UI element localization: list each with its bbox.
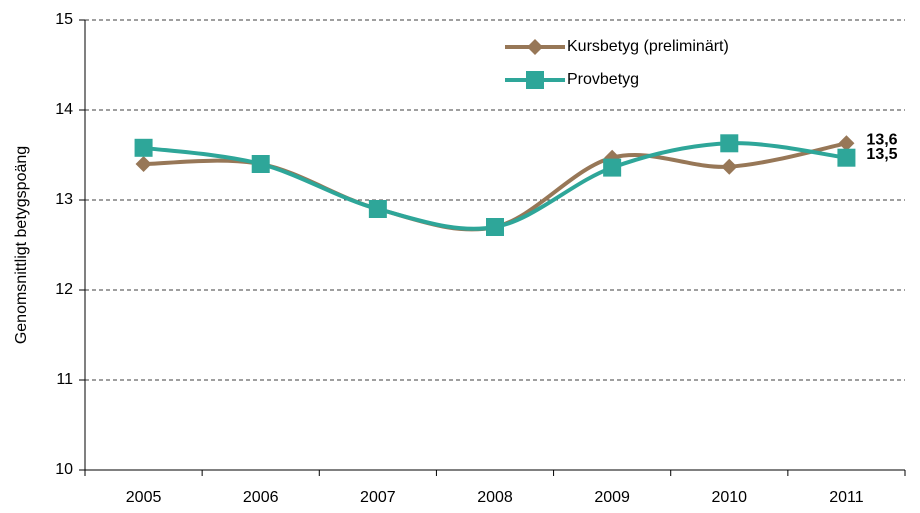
legend-marker xyxy=(527,39,543,55)
marker xyxy=(486,218,504,236)
y-tick-label: 14 xyxy=(55,101,73,118)
y-axis-label: Genomsnittligt betygspoäng xyxy=(13,146,30,344)
x-tick-label: 2006 xyxy=(243,489,279,506)
x-tick-label: 2010 xyxy=(711,489,747,506)
marker xyxy=(837,148,856,167)
marker xyxy=(251,155,270,173)
series-line xyxy=(143,141,847,232)
marker xyxy=(368,200,387,218)
y-tick-label: 11 xyxy=(56,371,73,388)
marker xyxy=(135,156,152,172)
x-tick-label: 2008 xyxy=(477,489,513,506)
data-label: 13,6 xyxy=(866,132,897,149)
y-tick-label: 10 xyxy=(55,461,73,478)
marker xyxy=(838,135,855,152)
x-tick-label: 2009 xyxy=(594,489,630,506)
x-tick-label: 2007 xyxy=(360,489,396,506)
y-tick-label: 12 xyxy=(55,281,73,298)
x-tick-label: 2005 xyxy=(126,489,162,506)
marker xyxy=(720,134,739,153)
marker xyxy=(134,138,153,157)
legend-marker xyxy=(526,71,544,89)
data-label: 13,5 xyxy=(866,146,897,163)
y-tick-label: 15 xyxy=(55,11,73,28)
y-tick-label: 13 xyxy=(55,191,73,208)
legend-label: Provbetyg xyxy=(567,71,639,88)
series-line xyxy=(143,141,847,231)
legend-label: Kursbetyg (preliminärt) xyxy=(567,38,729,55)
marker xyxy=(603,158,622,177)
marker xyxy=(721,158,738,175)
x-tick-label: 2011 xyxy=(829,489,864,506)
